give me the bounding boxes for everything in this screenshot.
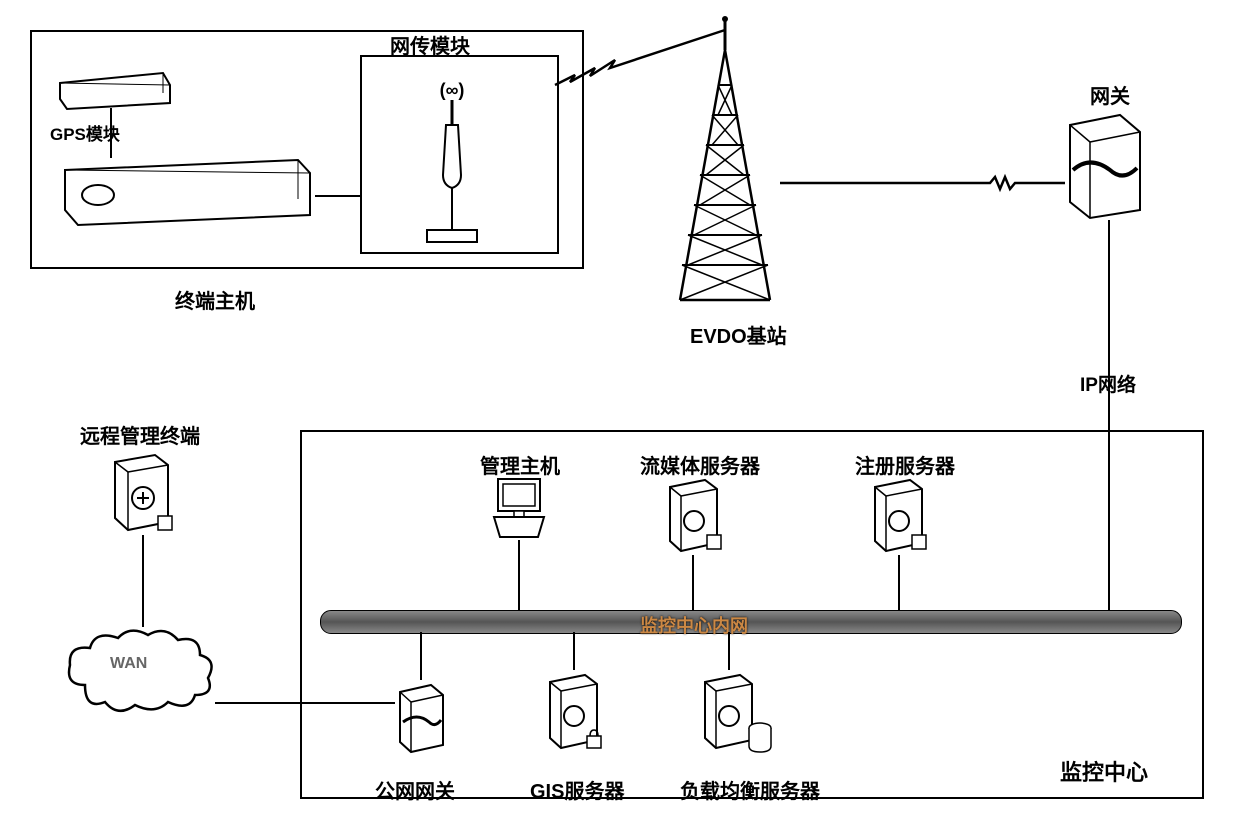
- terminal-host-icon: [60, 155, 315, 230]
- antenna-device-icon: (∞): [425, 80, 480, 245]
- gis-server-icon: [545, 670, 605, 755]
- streaming-to-bus-line: [692, 555, 694, 610]
- public-gateway-label: 公网网关: [375, 775, 455, 804]
- gateway-icon: [1065, 110, 1145, 220]
- tower-to-gateway-link: [780, 175, 1070, 205]
- svg-text:(∞): (∞): [440, 80, 465, 100]
- remote-terminal-label: 远程管理终端: [80, 420, 200, 449]
- gps-module-icon: [55, 65, 175, 110]
- evdo-station-label: EVDO基站: [690, 320, 787, 349]
- gis-server-label: GIS服务器: [530, 775, 624, 804]
- gis-to-bus-line: [573, 632, 575, 670]
- lb-to-bus-line: [728, 632, 730, 670]
- public-gw-to-bus-line: [420, 632, 422, 680]
- remote-terminal-server-icon: [110, 450, 180, 535]
- wan-cloud-label: WAN: [110, 655, 147, 673]
- mgmt-host-label: 管理主机: [480, 450, 560, 479]
- streaming-server-label: 流媒体服务器: [640, 450, 760, 479]
- lb-server-label: 负载均衡服务器: [680, 775, 820, 804]
- monitor-bus-bar: [320, 610, 1182, 634]
- terminal-host-label: 终端主机: [175, 285, 255, 314]
- public-gateway-icon: [395, 680, 450, 755]
- reg-server-label: 注册服务器: [855, 450, 955, 479]
- gps-to-host-line: [110, 108, 112, 158]
- gateway-label: 网关: [1090, 80, 1130, 109]
- mgmt-to-bus-line: [518, 540, 520, 610]
- streaming-server-icon: [665, 475, 725, 555]
- remote-to-cloud-line: [142, 535, 144, 627]
- cloud-to-gateway-line: [215, 702, 395, 704]
- antenna-to-tower-wireless-link: [480, 30, 730, 100]
- net-module-label: 网传模块: [390, 30, 470, 59]
- reg-server-icon: [870, 475, 930, 555]
- monitor-center-label: 监控中心: [1060, 755, 1148, 787]
- monitor-bus-label: 监控中心内网: [640, 612, 748, 638]
- reg-to-bus-line: [898, 555, 900, 610]
- mgmt-host-icon: [490, 475, 548, 540]
- gateway-to-bus-line: [1108, 220, 1110, 610]
- host-to-netmodule-line: [315, 195, 360, 197]
- lb-server-icon: [700, 670, 775, 755]
